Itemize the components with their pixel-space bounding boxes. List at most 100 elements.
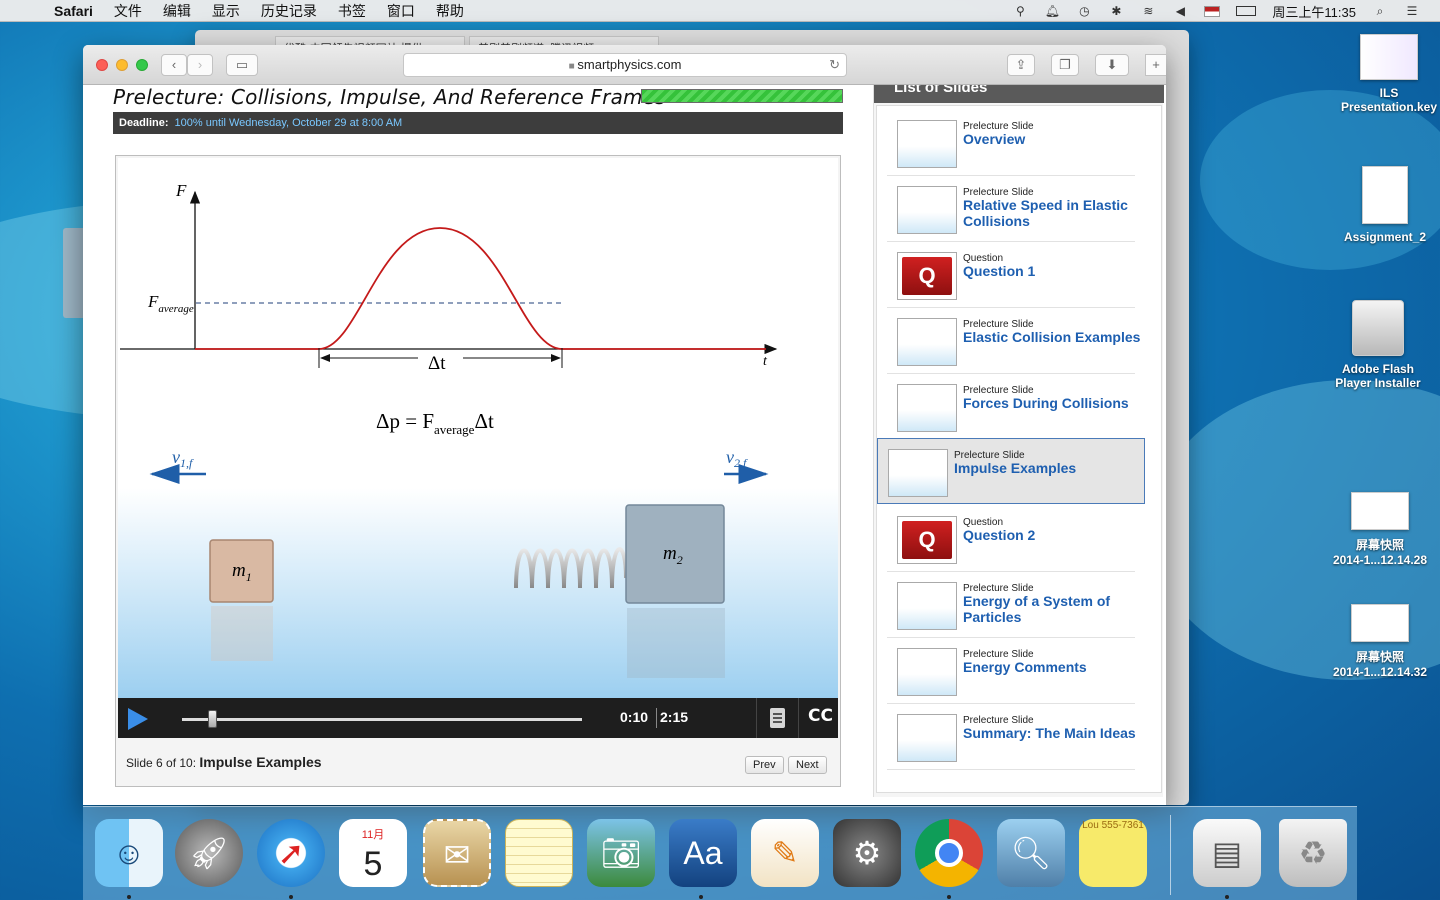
slide-list-item[interactable]: Prelecture Slide Energy of a System of Pa…	[887, 572, 1135, 638]
slide-list-item[interactable]: Prelecture Slide Summary: The Main Ideas	[887, 704, 1136, 770]
notification-center-icon[interactable]: ☰	[1406, 4, 1418, 18]
battery-icon[interactable]	[1236, 6, 1257, 16]
lock-icon: ■	[568, 61, 578, 72]
notes-icon[interactable]	[505, 819, 573, 887]
current-time: 0:10	[620, 709, 649, 725]
pages-icon[interactable]: ✎	[751, 819, 819, 887]
menubar-clock[interactable]: 周三上午11:35	[1272, 4, 1356, 20]
address-bar[interactable]: ■ smartphysics.com ↻	[403, 53, 847, 77]
safari-icon[interactable]: ➚	[257, 819, 325, 887]
sidebar-toggle-button[interactable]: ▭	[226, 54, 258, 76]
zoom-window-button[interactable]	[136, 59, 148, 71]
menu-view[interactable]: 显示	[211, 2, 240, 19]
wifi-icon[interactable]: ≋	[1143, 4, 1154, 18]
back-button[interactable]: ‹	[161, 54, 187, 76]
completion-progress-bar	[641, 89, 843, 103]
mail-icon[interactable]: ✉	[423, 819, 491, 887]
menu-window[interactable]: 窗口	[386, 2, 415, 19]
play-button[interactable]	[128, 708, 148, 730]
bluetooth-icon[interactable]: ✱	[1111, 4, 1122, 18]
desktop-icon-label: 2014-1...12.14.32	[1332, 665, 1428, 679]
slide-list-item[interactable]: Q Question Question 2	[887, 506, 1135, 572]
next-button[interactable]: Next	[788, 756, 827, 774]
minimize-window-button[interactable]	[116, 59, 128, 71]
slide-title: Elastic Collision Examples	[963, 329, 1141, 345]
block-m1-label: m1	[232, 560, 252, 584]
finder-icon[interactable]: ☺	[95, 819, 163, 887]
stickies-icon[interactable]: Lou 555-7361	[1079, 819, 1147, 887]
desktop-icon-screenshot-1[interactable]: 屏幕快照 2014-1...12.14.28	[1325, 492, 1435, 567]
slide-kind: Prelecture Slide	[954, 450, 1025, 461]
menu-help[interactable]: 帮助	[435, 2, 464, 19]
desktop-icon-label: 2014-1...12.14.28	[1332, 553, 1428, 567]
show-tabs-button[interactable]: ❐	[1051, 54, 1079, 76]
desktop-icon-label: 屏幕快照	[1355, 650, 1404, 664]
closed-captions-button[interactable]: CC	[808, 706, 833, 726]
question-thumbnail-icon: Q	[897, 516, 957, 564]
background-window-edge[interactable]	[63, 228, 85, 318]
volume-icon[interactable]: ◀︎	[1175, 4, 1186, 18]
slide-list-item[interactable]: Prelecture Slide Forces During Collisions	[887, 374, 1135, 440]
desktop-icon-screenshot-2[interactable]: 屏幕快照 2014-1...12.14.32	[1325, 604, 1435, 679]
slide-notes-icon[interactable]	[770, 708, 785, 728]
browser-toolbar: ‹ › ▭ ■ smartphysics.com ↻ ⇪ ❐ ⬇ +	[83, 45, 1166, 85]
slide-kind: Prelecture Slide	[963, 187, 1034, 198]
apple-menu-icon[interactable]	[18, 3, 40, 19]
dock: ☺ 🚀︎ ➚ 11月 5 ✉ 📷︎ Aa ✎ ⚙ 🔍︎ Lou 555-7361…	[83, 806, 1357, 900]
spotlight-helper-icon[interactable]: ⚲	[1016, 4, 1025, 18]
desktop-icon-assignment[interactable]: Assignment_2	[1330, 166, 1440, 244]
iphoto-icon[interactable]: 📷︎	[587, 819, 655, 887]
share-button[interactable]: ⇪	[1007, 54, 1035, 76]
menu-edit[interactable]: 编辑	[162, 2, 191, 19]
block-m2-reflection	[627, 608, 725, 678]
slide-title: Summary: The Main Ideas	[963, 725, 1136, 741]
dictionary-icon[interactable]: Aa	[669, 819, 737, 887]
menu-safari[interactable]: Safari	[54, 2, 93, 19]
spotlight-search-icon[interactable]: ⌕	[1376, 4, 1384, 18]
system-preferences-icon[interactable]: ⚙	[833, 819, 901, 887]
slide-footer: Slide 6 of 10: Impulse Examples Prev Nex…	[118, 740, 838, 784]
seek-track[interactable]	[182, 718, 582, 721]
slide-kind: Prelecture Slide	[963, 121, 1034, 132]
slide-list-item[interactable]: Prelecture Slide Relative Speed in Elasti…	[887, 176, 1135, 242]
seek-handle[interactable]	[207, 710, 217, 728]
downloads-icon[interactable]: ▤	[1193, 819, 1261, 887]
force-curve	[195, 227, 766, 350]
screenshot-file-icon	[1351, 604, 1409, 642]
calendar-icon[interactable]: 11月 5	[339, 819, 407, 887]
running-indicator	[947, 895, 951, 899]
downloads-button[interactable]: ⬇	[1095, 54, 1129, 76]
slide-list-item[interactable]: Q Question Question 1	[887, 242, 1135, 308]
reload-icon[interactable]: ↻	[829, 57, 840, 72]
slide-list-item[interactable]: Prelecture Slide Elastic Collision Exampl…	[887, 308, 1140, 374]
desktop-icon-ils-presentation[interactable]: ILS Presentation.key	[1334, 34, 1440, 114]
desktop-icon-flash-installer[interactable]: Adobe Flash Player Installer	[1323, 300, 1433, 390]
prev-button[interactable]: Prev	[745, 756, 784, 774]
chrome-icon[interactable]	[915, 819, 983, 887]
forward-button[interactable]: ›	[187, 54, 213, 76]
slide-list-item[interactable]: Prelecture Slide Impulse Examples	[877, 438, 1145, 504]
slide-thumbnail	[897, 318, 957, 366]
preview-icon[interactable]: 🔍︎	[997, 819, 1065, 887]
slide-thumbnail	[888, 449, 948, 497]
control-divider	[798, 698, 799, 738]
menu-bar: Safari 文件 编辑 显示 历史记录 书签 窗口 帮助 ⚲ 🔔︎ ◷ ✱ ≋…	[0, 0, 1440, 22]
slide-list-header: List of Slides	[874, 85, 1164, 103]
menu-file[interactable]: 文件	[113, 2, 142, 19]
slide-thumbnail	[897, 384, 957, 432]
trash-icon[interactable]: ♻	[1279, 819, 1347, 887]
slide-info-title: Impulse Examples	[199, 754, 322, 770]
notification-bell-icon[interactable]: 🔔︎	[1044, 4, 1061, 18]
slide-kind: Prelecture Slide	[963, 649, 1034, 660]
menu-history[interactable]: 历史记录	[260, 2, 317, 19]
launchpad-icon[interactable]: 🚀︎	[175, 819, 243, 887]
time-machine-icon[interactable]: ◷	[1079, 4, 1090, 18]
input-flag-icon[interactable]	[1204, 5, 1221, 17]
slide-kind: Question	[963, 517, 1004, 528]
new-tab-button[interactable]: +	[1145, 54, 1166, 76]
slide-list-item[interactable]: Prelecture Slide Overview	[887, 110, 1135, 176]
close-window-button[interactable]	[96, 59, 108, 71]
slide-list-item[interactable]: Prelecture Slide Energy Comments	[887, 638, 1135, 704]
time-axis-label: t	[763, 354, 768, 369]
menu-bookmarks[interactable]: 书签	[337, 2, 366, 19]
